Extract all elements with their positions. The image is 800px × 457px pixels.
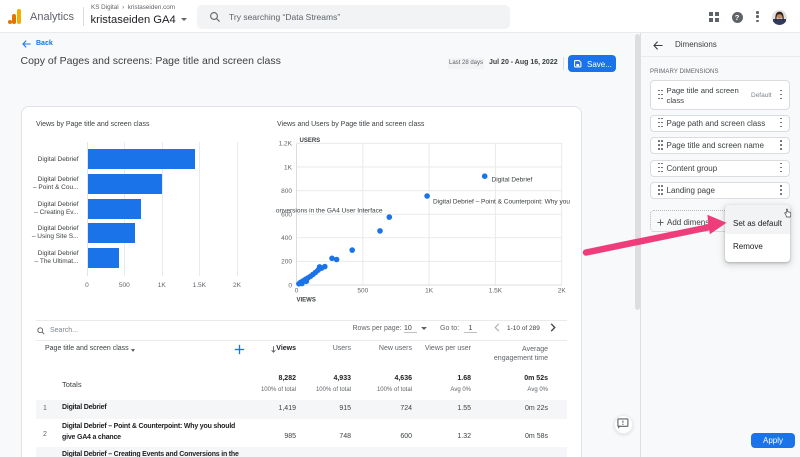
svg-text:1K: 1K: [425, 288, 434, 295]
svg-text:0: 0: [295, 288, 299, 295]
svg-text:1K: 1K: [284, 164, 293, 171]
svg-text:onversions in the GA4 User Int: onversions in the GA4 User Interface: [276, 208, 383, 215]
svg-text:2K: 2K: [558, 288, 567, 295]
svg-text:USERS: USERS: [300, 138, 321, 144]
svg-text:1.5K: 1.5K: [489, 288, 503, 295]
svg-text:VIEWS: VIEWS: [297, 298, 316, 304]
svg-text:200: 200: [281, 259, 292, 266]
svg-text:Digital Debrief: Digital Debrief: [492, 177, 533, 184]
svg-text:400: 400: [281, 235, 292, 242]
svg-text:1.2K: 1.2K: [279, 141, 293, 148]
svg-text:600: 600: [281, 212, 292, 219]
svg-text:0: 0: [288, 282, 292, 289]
svg-text:500: 500: [357, 288, 368, 295]
svg-text:Digital Debrief – Point & Coun: Digital Debrief – Point & Counterpoint: …: [433, 199, 570, 206]
svg-text:800: 800: [281, 188, 292, 195]
